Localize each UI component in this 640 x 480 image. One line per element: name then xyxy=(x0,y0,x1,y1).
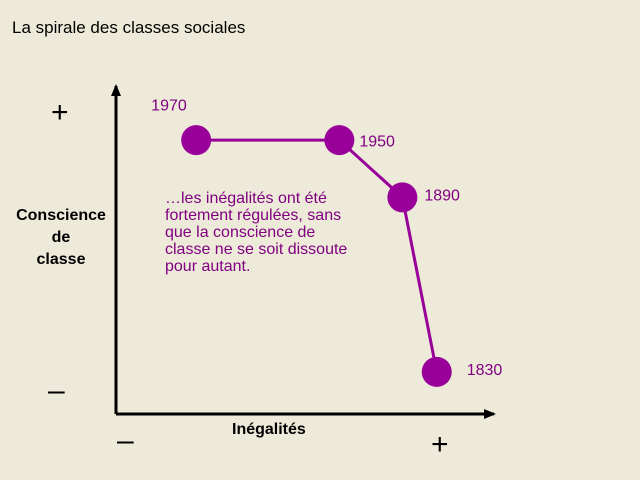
annotation-line-3: que la conscience de xyxy=(165,224,316,241)
x-axis-label: Inégalités xyxy=(232,421,306,438)
x-axis-minus-sign: – xyxy=(117,424,134,457)
data-label-1830: 1830 xyxy=(467,362,503,379)
data-point-1890 xyxy=(387,182,418,213)
data-point-1830 xyxy=(421,356,452,387)
annotation-text: …les inégalités ont été fortement régulé… xyxy=(165,190,380,275)
data-label-1890: 1890 xyxy=(424,188,460,205)
data-label-1970: 1970 xyxy=(151,97,187,114)
y-axis-label-line-1: Conscience xyxy=(16,207,106,224)
annotation-line-4: classe ne se soit dissoute xyxy=(165,241,348,258)
annotation-line-2: fortement régulées, sans xyxy=(165,207,342,224)
data-label-1950: 1950 xyxy=(359,133,395,150)
y-axis-label-line-3: classe xyxy=(36,251,86,268)
chart-title: La spirale des classes sociales xyxy=(12,18,246,37)
y-axis-plus-sign: + xyxy=(51,96,69,129)
data-point-1970 xyxy=(181,125,212,156)
y-axis-minus-sign: – xyxy=(48,374,65,407)
x-axis-plus-sign: + xyxy=(431,428,449,461)
series-layer: 1970 1950 1890 1830 xyxy=(151,97,503,387)
y-axis-label-line-2: de xyxy=(51,229,71,246)
series-line xyxy=(196,138,439,373)
data-point-1950 xyxy=(324,125,355,156)
annotation-line-5: pour autant. xyxy=(165,258,251,275)
annotation-line-1: …les inégalités ont été xyxy=(165,190,327,207)
y-axis-label: Conscience de classe xyxy=(6,205,116,271)
